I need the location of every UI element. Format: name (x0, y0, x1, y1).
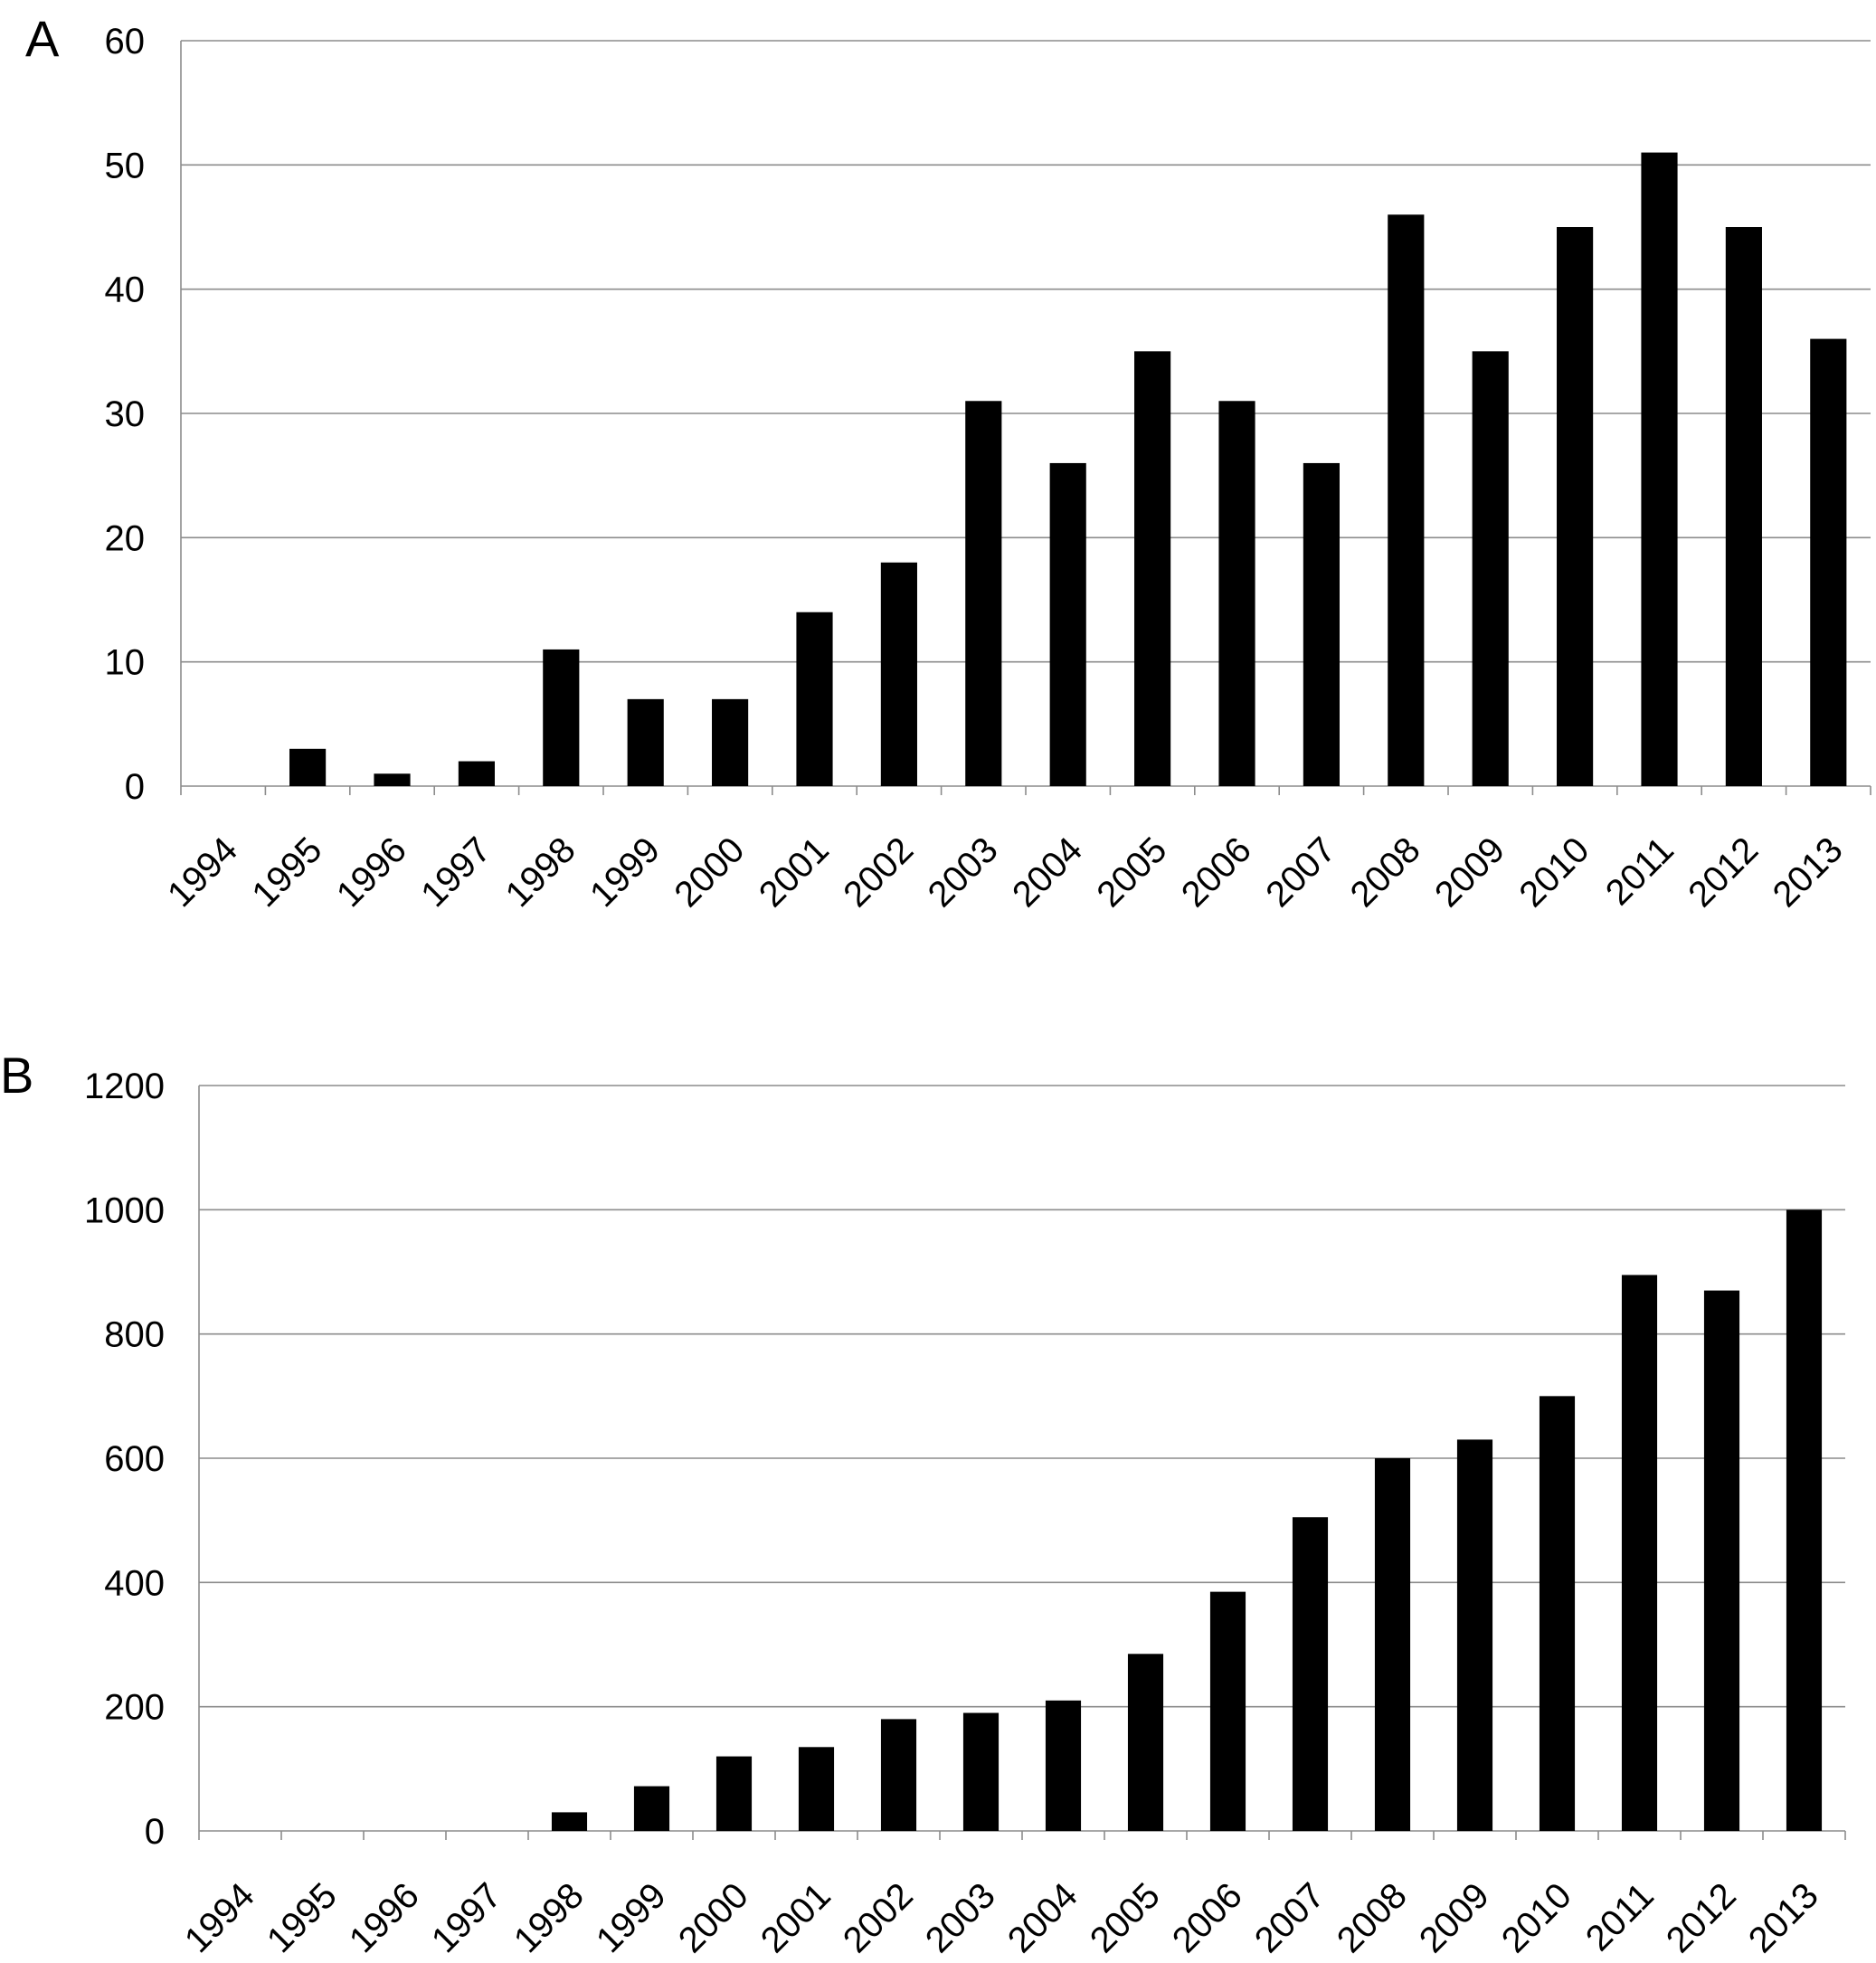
bar (1725, 227, 1762, 786)
x-tick-label: 2013 (1766, 830, 1851, 915)
bar (1292, 1517, 1329, 1831)
y-tick-label: 0 (145, 1812, 165, 1852)
panel-b: B020040060080010001200199419951996199719… (0, 1047, 1846, 1960)
x-tick-label: 2009 (1427, 830, 1512, 915)
x-tick-label: 1996 (329, 830, 414, 915)
y-tick-label: 1000 (84, 1190, 165, 1230)
bar (962, 1712, 1000, 1831)
x-tick-label: 2000 (671, 1875, 756, 1960)
x-tick-label: 1994 (177, 1875, 262, 1960)
bar (880, 1719, 917, 1831)
bar (1641, 152, 1678, 787)
bar (543, 649, 580, 786)
x-tick-label: 1996 (342, 1875, 427, 1960)
bar (1127, 1654, 1164, 1831)
x-tick-label: 2001 (752, 830, 837, 915)
x-tick-label: 2005 (1083, 1875, 1168, 1960)
bar (965, 401, 1002, 786)
bar (458, 761, 495, 786)
bar (1218, 401, 1255, 786)
bar (798, 1747, 835, 1831)
x-tick-label: 2010 (1494, 1875, 1579, 1960)
x-tick-label: 2000 (667, 830, 752, 915)
x-tick-label: 2005 (1089, 830, 1174, 915)
x-tick-label: 1997 (424, 1875, 509, 1960)
x-tick-label: 1999 (589, 1875, 674, 1960)
x-tick-label: 2006 (1174, 830, 1259, 915)
bar (1303, 462, 1340, 786)
bar (1539, 1396, 1576, 1831)
bar (712, 698, 749, 786)
x-tick-label: 2007 (1247, 1875, 1332, 1960)
y-tick-label: 30 (105, 394, 146, 434)
panel-label: B (0, 1047, 33, 1104)
bar (633, 1786, 670, 1831)
x-tick-label: 2011 (1598, 830, 1682, 913)
x-tick-label: 2002 (836, 1875, 921, 1960)
x-tick-label: 1995 (244, 830, 329, 915)
panel-label: A (25, 10, 60, 67)
bar (1786, 1209, 1823, 1831)
bar (796, 612, 833, 786)
x-tick-label: 2013 (1741, 1875, 1826, 1960)
x-tick-label: 2008 (1330, 1875, 1415, 1960)
x-tick-label: 2010 (1511, 830, 1596, 915)
bar (289, 748, 327, 786)
x-tick-label: 1998 (498, 830, 583, 915)
x-tick-label: 1999 (583, 830, 668, 915)
x-tick-label: 1995 (260, 1875, 345, 1960)
x-tick-label: 2009 (1412, 1875, 1497, 1960)
x-tick-label: 2004 (1005, 830, 1090, 915)
x-tick-label: 2001 (753, 1875, 839, 1960)
y-tick-label: 200 (104, 1688, 165, 1728)
bar (1810, 338, 1847, 786)
bar (1134, 351, 1171, 786)
y-tick-label: 60 (105, 22, 146, 62)
bar (715, 1756, 753, 1831)
bar (880, 562, 917, 786)
y-tick-label: 50 (105, 146, 146, 185)
y-tick-label: 40 (105, 270, 146, 310)
y-tick-label: 10 (105, 643, 146, 683)
x-tick-label: 1998 (507, 1875, 592, 1960)
bar (1472, 351, 1509, 786)
x-tick-label: 2006 (1165, 1875, 1250, 1960)
x-tick-label: 2002 (836, 830, 921, 915)
bar (1388, 214, 1425, 786)
bar (1049, 462, 1086, 786)
bar (374, 773, 411, 786)
x-tick-label: 2012 (1659, 1875, 1744, 1960)
bar (1374, 1458, 1411, 1831)
y-tick-label: 800 (104, 1315, 165, 1355)
y-tick-label: 20 (105, 518, 146, 558)
x-tick-label: 2007 (1258, 830, 1343, 915)
x-tick-label: 2003 (921, 830, 1006, 915)
x-tick-label: 2004 (1000, 1875, 1085, 1960)
bar (1456, 1439, 1493, 1831)
bar (1045, 1700, 1082, 1831)
bar (551, 1812, 588, 1831)
x-tick-label: 2012 (1681, 830, 1766, 915)
x-tick-label: 1997 (413, 830, 498, 915)
bar (1209, 1591, 1246, 1831)
y-tick-label: 600 (104, 1439, 165, 1479)
bar (627, 698, 664, 786)
x-tick-label: 1994 (160, 830, 245, 915)
x-tick-label: 2008 (1343, 830, 1428, 915)
y-tick-label: 400 (104, 1563, 165, 1603)
bar (1703, 1290, 1740, 1831)
x-tick-label: 2011 (1578, 1875, 1662, 1958)
bar (1621, 1275, 1658, 1831)
bar (1557, 227, 1594, 786)
y-tick-label: 0 (125, 767, 145, 807)
x-tick-label: 2003 (918, 1875, 1003, 1960)
y-tick-label: 1200 (84, 1067, 165, 1106)
